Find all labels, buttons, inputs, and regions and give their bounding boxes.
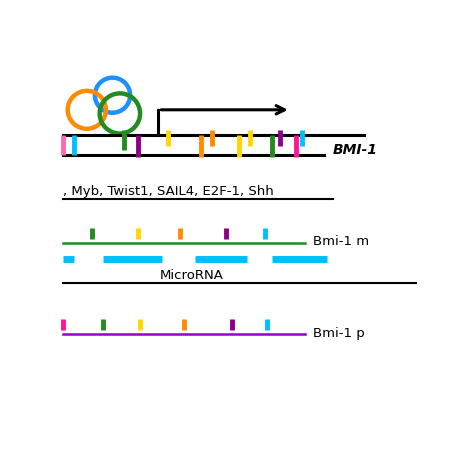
Text: Bmi-1 p: Bmi-1 p [313,327,365,340]
Text: Bmi-1 m: Bmi-1 m [313,236,369,248]
Text: MicroRNA: MicroRNA [160,269,223,283]
Text: , Myb, Twist1, SAIL4, E2F-1, Shh: , Myb, Twist1, SAIL4, E2F-1, Shh [63,185,273,199]
Text: BMI-1: BMI-1 [333,143,378,157]
